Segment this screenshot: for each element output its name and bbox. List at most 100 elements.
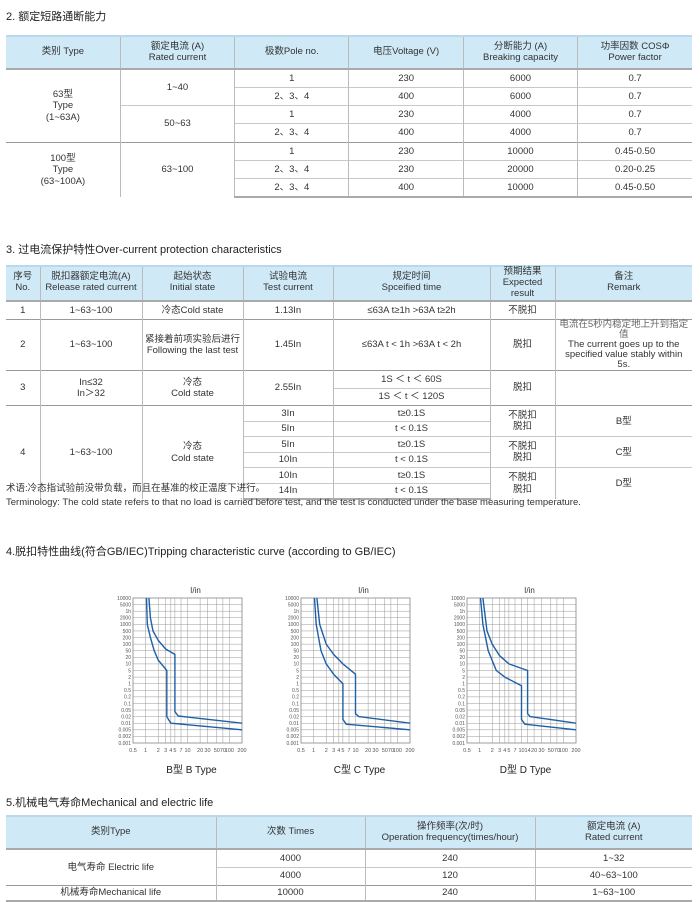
x-tick-label: 50: [548, 748, 554, 754]
y-tick-label: 0.2: [292, 695, 299, 701]
table-cell: 4: [6, 405, 40, 500]
cell-text: 额定电流 (A): [587, 820, 641, 832]
y-tick-label: 0.005: [286, 728, 299, 734]
y-tick-label: 500: [457, 629, 466, 635]
cell-text: 极数Pole no.: [264, 46, 319, 58]
x-tick-label: 0.5: [463, 748, 471, 754]
x-tick-label: 3: [498, 748, 501, 754]
y-tick-label: 0.02: [455, 714, 465, 720]
cell-text: 电流在5秒内稳定地上升到指定值: [559, 319, 689, 341]
cell-text: 次数 Times: [266, 826, 315, 838]
y-tick-label: 0.1: [292, 701, 299, 707]
note-en: Terminology: The cold state refers to th…: [6, 497, 581, 508]
y-tick-label: 20: [459, 655, 465, 661]
y-tick-label: 0.1: [124, 701, 131, 707]
y-tick-label: 0.002: [286, 734, 299, 740]
cell-text: Following the last test: [146, 345, 239, 357]
table-cell: 10In: [242, 451, 333, 468]
cell-text: 序号: [13, 271, 33, 283]
trip-curve-upper: [482, 597, 577, 724]
cell-text: Type: [52, 164, 74, 176]
col-time: 规定时间 Spceified time: [332, 265, 490, 302]
x-tick-label: 2: [491, 748, 494, 754]
table-cell: 400: [348, 123, 464, 143]
y-tick-label: 200: [123, 635, 132, 641]
x-tick-label: 100: [559, 748, 568, 754]
table-cell: C型: [554, 436, 692, 468]
table-cell: 冷态Cold state: [141, 300, 243, 320]
cell-text: 试验电流: [268, 271, 307, 283]
y-tick-label: 2: [128, 675, 131, 681]
y-tick-label: 1: [296, 681, 299, 687]
x-tick-label: 4: [169, 748, 172, 754]
col-times: 次数 Times: [215, 815, 365, 850]
y-tick-label: 100: [123, 642, 132, 648]
section-5-title: 5.机械电气寿命Mechanical and electric life: [6, 797, 214, 809]
table-row: 2、3、4 400 6000 0.7: [6, 86, 692, 106]
y-tick-label: 50: [125, 649, 131, 655]
col-voltage: 电压Voltage (V): [348, 35, 464, 70]
col-type: 类别Type: [6, 815, 216, 850]
table-row: 电气寿命 Electric life 4000 240 1~32: [6, 848, 692, 885]
table-row: 1S ＜ t ＜ 120S: [6, 387, 692, 406]
table-cell: 1.13In: [242, 300, 333, 320]
x-tick-label: 10: [352, 748, 358, 754]
y-tick-label: 0.2: [124, 695, 131, 701]
table-cell: 0.45-0.50: [577, 178, 692, 199]
table-cell: 0.20-0.25: [577, 159, 692, 179]
col-release: 脱扣器额定电流(A) Release rated current: [39, 265, 142, 302]
col-pf: 功率因数 COSΦ Power factor: [577, 35, 692, 70]
table-cell: 400: [348, 86, 464, 106]
cell-text: specified value stably within 5s.: [565, 349, 683, 371]
trip-curve-lower: [479, 597, 577, 731]
cell-text: 类别 Type: [41, 46, 85, 58]
x-tick-label: 5: [173, 748, 176, 754]
y-tick-label: 0.5: [458, 688, 465, 694]
x-tick-label: 4: [337, 748, 340, 754]
x-tick-label: 20: [531, 748, 537, 754]
cell-text: 起始状态: [173, 271, 212, 283]
y-tick-label: 1000: [120, 622, 131, 628]
y-tick-label: 0.005: [118, 728, 131, 734]
x-tick-label: 7: [179, 748, 182, 754]
table-cell: 不脱扣 脱扣: [489, 467, 555, 500]
table-cell: 5In: [242, 436, 333, 453]
table-cell: ≤63A t≥1h >63A t≥2h: [332, 300, 490, 320]
col-remark: 备注 Remark: [554, 265, 692, 302]
y-tick-label: 10: [293, 662, 299, 668]
table-cell: 240: [364, 884, 535, 902]
cell-text: 类别Type: [90, 826, 131, 838]
cell-text: 操作频率(次/时): [417, 820, 483, 832]
cell-text: 冷态: [182, 376, 202, 388]
cell-text: Rated current: [584, 831, 643, 843]
table-row: 4000 120 40~63~100: [6, 866, 692, 885]
cell-text: The current goes up to the: [568, 339, 680, 351]
cell-text: Release rated current: [45, 282, 137, 294]
x-tick-label: 200: [571, 748, 580, 754]
table-cell: 4000: [215, 848, 365, 867]
table-cell: 10000: [462, 178, 578, 199]
table-cell: 14In: [242, 483, 333, 501]
table-row: 100型 Type (63~100A) 63~100 1 230 10000 0.45-0…: [6, 141, 692, 198]
section-4-title: 4.脱扣特性曲线(符合GB/IEC)Tripping characteristi…: [6, 546, 396, 558]
y-tick-label: 0.5: [292, 688, 299, 694]
col-frequency: 操作频率(次/时) Operation frequency(times/hour): [364, 815, 535, 850]
table-cell: 脱扣: [489, 319, 555, 371]
table-cell: D型: [554, 467, 692, 500]
y-tick-label: 10: [459, 662, 465, 668]
cell-text: 不脱扣: [508, 441, 537, 452]
cell-text: Cold state: [171, 388, 214, 400]
chart-title: I/in: [524, 586, 535, 595]
table-cell: 5In: [242, 420, 333, 437]
x-tick-label: 50: [214, 748, 220, 754]
cell-text: 功率因数 COSΦ: [600, 40, 670, 52]
table-cell: 40~63~100: [534, 866, 692, 885]
y-tick-label: 2: [462, 675, 465, 681]
cell-text: 规定时间: [392, 271, 431, 283]
x-tick-label: 0.5: [297, 748, 305, 754]
table-cell: t≥0.1S: [332, 405, 490, 422]
col-rated: 额定电流 (A) Rated current: [119, 35, 235, 70]
short-circuit-table: 类别 Type 额定电流 (A) Rated current 极数Pole no.…: [6, 35, 692, 199]
y-tick-label: 0.01: [121, 721, 131, 727]
x-tick-label: 100: [393, 748, 402, 754]
